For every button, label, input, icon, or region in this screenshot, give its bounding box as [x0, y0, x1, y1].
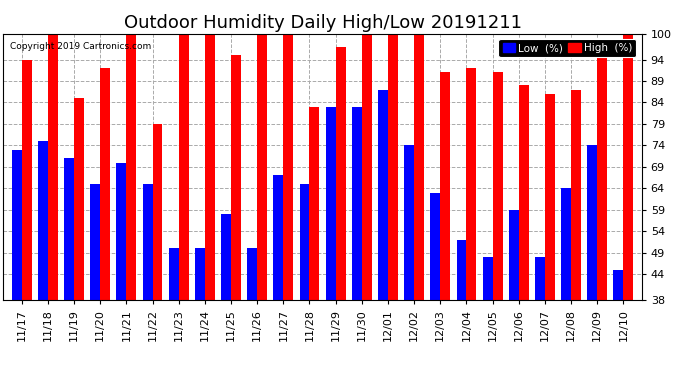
Bar	[535, 257, 545, 300]
Bar	[457, 240, 466, 300]
Bar	[299, 184, 310, 300]
Bar	[310, 107, 319, 300]
Bar	[545, 94, 555, 300]
Bar	[22, 60, 32, 300]
Bar	[509, 210, 519, 300]
Legend: Low  (%), High  (%): Low (%), High (%)	[498, 39, 636, 57]
Bar	[221, 214, 231, 300]
Bar	[273, 176, 284, 300]
Bar	[571, 90, 581, 300]
Bar	[38, 141, 48, 300]
Bar	[143, 184, 152, 300]
Bar	[519, 85, 529, 300]
Bar	[378, 90, 388, 300]
Bar	[100, 68, 110, 300]
Bar	[483, 257, 493, 300]
Text: Copyright 2019 Cartronics.com: Copyright 2019 Cartronics.com	[10, 42, 151, 51]
Bar	[126, 34, 137, 300]
Bar	[64, 158, 74, 300]
Bar	[623, 34, 633, 300]
Bar	[205, 34, 215, 300]
Bar	[231, 55, 241, 300]
Bar	[152, 124, 162, 300]
Bar	[257, 34, 267, 300]
Bar	[90, 184, 100, 300]
Bar	[440, 72, 451, 300]
Bar	[74, 98, 84, 300]
Bar	[414, 34, 424, 300]
Bar	[466, 68, 476, 300]
Bar	[431, 193, 440, 300]
Bar	[48, 34, 58, 300]
Bar	[195, 249, 205, 300]
Bar	[561, 188, 571, 300]
Bar	[326, 107, 335, 300]
Title: Outdoor Humidity Daily High/Low 20191211: Outdoor Humidity Daily High/Low 20191211	[124, 14, 522, 32]
Bar	[179, 34, 188, 300]
Bar	[613, 270, 623, 300]
Bar	[247, 249, 257, 300]
Bar	[598, 55, 607, 300]
Bar	[388, 34, 398, 300]
Bar	[587, 146, 598, 300]
Bar	[362, 34, 372, 300]
Bar	[493, 72, 502, 300]
Bar	[12, 150, 22, 300]
Bar	[284, 34, 293, 300]
Bar	[352, 107, 362, 300]
Bar	[404, 146, 414, 300]
Bar	[335, 46, 346, 300]
Bar	[169, 249, 179, 300]
Bar	[117, 163, 126, 300]
